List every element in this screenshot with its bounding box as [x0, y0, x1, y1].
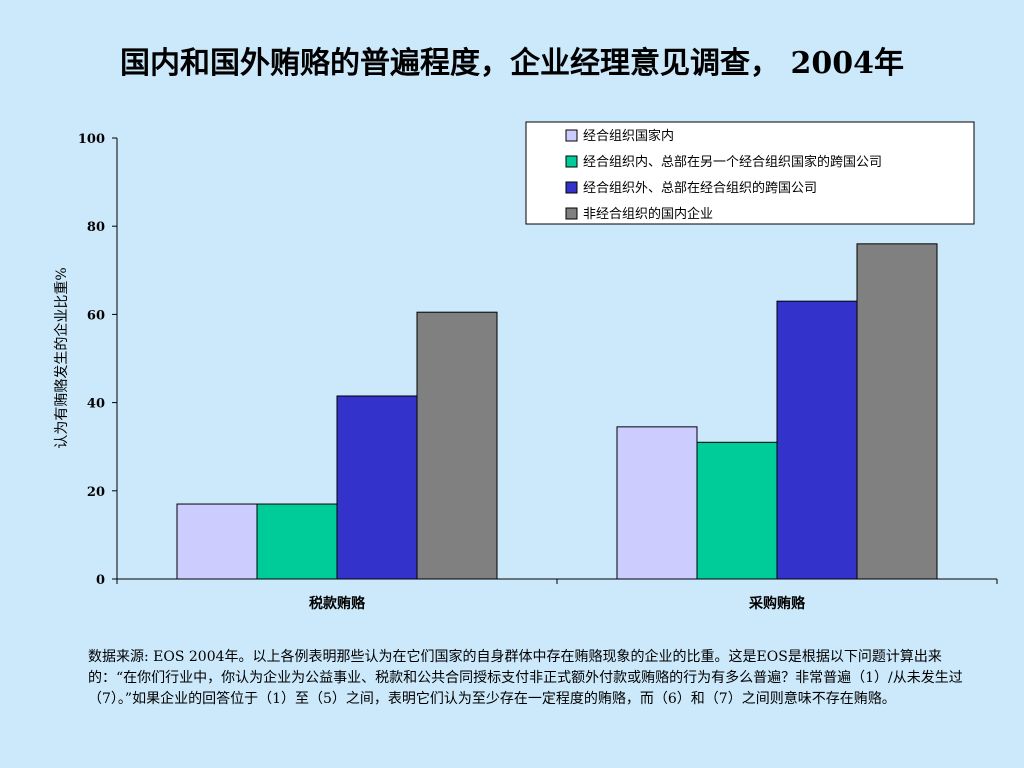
y-axis-label: 认为有贿赂发生的企业比重%	[53, 267, 70, 448]
x-category-label: 税款贿赂	[309, 595, 366, 612]
legend-label: 非经合组织的国内企业	[583, 206, 713, 222]
bar	[416, 311, 498, 580]
legend-swatch	[565, 181, 578, 194]
chart-axes: 0 20 40 60 80 100 认为有贿赂发生的企业比重% 税款贿赂 采购贿赂	[53, 132, 998, 612]
legend-box	[525, 121, 975, 225]
legend-label: 经合组织外、总部在经合组织的跨国公司	[583, 180, 817, 196]
y-tick-label: 40	[87, 397, 105, 412]
bar	[256, 503, 338, 580]
y-tick-label: 100	[78, 132, 105, 147]
legend-swatch	[565, 207, 578, 220]
legend-label: 经合组织内、总部在另一个经合组织国家的跨国公司	[583, 154, 882, 170]
bar	[336, 395, 418, 580]
y-tick-label: 80	[87, 220, 105, 235]
x-category-label: 采购贿赂	[748, 595, 806, 612]
bar	[856, 243, 938, 580]
legend-swatch	[565, 129, 578, 142]
bar-chart: 0 20 40 60 80 100 认为有贿赂发生的企业比重% 税款贿赂 采购贿赂 经合组织国家…	[53, 121, 998, 612]
y-tick-label: 20	[87, 485, 105, 500]
source-note: 数据来源: EOS 2004年。以上各例表明那些认为在它们国家的自身群体中存在贿…	[88, 649, 963, 707]
legend-label: 经合组织国家内	[583, 128, 674, 144]
chart-bars	[176, 243, 938, 580]
y-tick-label: 0	[96, 573, 105, 588]
y-tick-label: 60	[87, 308, 105, 323]
bar	[616, 426, 698, 580]
slide-title: 国内和国外贿赂的普遍程度，企业经理意见调查， 2004年	[120, 46, 904, 81]
chart-legend: 经合组织国家内经合组织内、总部在另一个经合组织国家的跨国公司经合组织外、总部在经…	[525, 121, 975, 225]
bar	[696, 441, 778, 580]
bar	[776, 300, 858, 580]
bar	[176, 503, 258, 580]
legend-swatch	[565, 155, 578, 168]
